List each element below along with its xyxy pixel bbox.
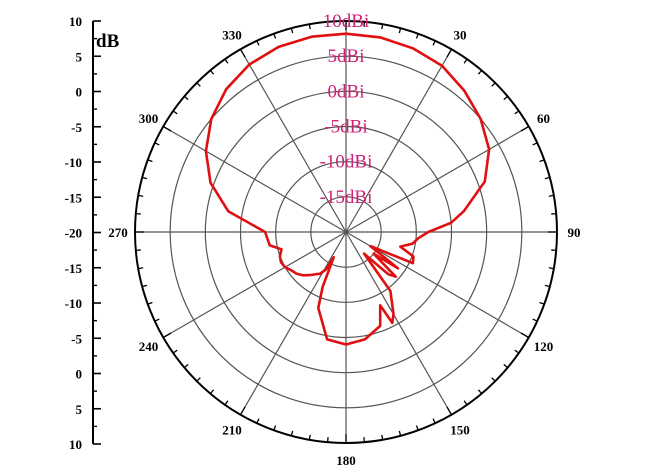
ring-label: -5dBi bbox=[324, 117, 367, 138]
left-tick-label: 0 bbox=[76, 367, 83, 382]
grid-spoke bbox=[162, 231, 347, 339]
ring-label: -10dBi bbox=[320, 152, 373, 173]
left-tick-label: -15 bbox=[65, 190, 83, 205]
left-tick-label: -10 bbox=[65, 155, 82, 170]
ring-label: 5dBi bbox=[328, 46, 365, 67]
grid-spoke bbox=[162, 125, 347, 233]
left-tick-label: -20 bbox=[65, 226, 82, 241]
unit-label: dB bbox=[96, 31, 120, 52]
grid-spoke bbox=[239, 48, 347, 233]
polar-grid bbox=[134, 20, 558, 444]
angle-label: 300 bbox=[139, 111, 159, 126]
angle-label: 90 bbox=[568, 225, 581, 240]
ring-label: -15dBi bbox=[320, 187, 373, 208]
outer-tick bbox=[446, 406, 453, 416]
outer-tick bbox=[446, 48, 453, 58]
grid-spoke bbox=[345, 125, 530, 233]
left-tick-label: -5 bbox=[71, 331, 82, 346]
left-tick-label: 0 bbox=[76, 85, 83, 100]
angle-label: 210 bbox=[222, 422, 242, 437]
grid-spoke bbox=[345, 231, 453, 416]
ring-labels: 10dBi 5dBi 0dBi -5dBi -10dBi -15dBi bbox=[320, 11, 373, 208]
angle-label: 240 bbox=[139, 339, 159, 354]
pattern-trace-group bbox=[204, 32, 491, 346]
outer-tick bbox=[239, 406, 246, 416]
outer-tick bbox=[162, 125, 172, 132]
outer-tick bbox=[520, 125, 530, 132]
angle-label: 150 bbox=[450, 422, 470, 437]
angle-label: 180 bbox=[336, 453, 356, 468]
pattern-trace bbox=[204, 32, 491, 346]
left-tick-labels: 10 5 0 -5 -10 -15 -20 -15 -10 -5 0 5 10 bbox=[65, 14, 101, 452]
left-tick-label: 5 bbox=[76, 402, 83, 417]
ring-label: 0dBi bbox=[328, 81, 365, 102]
grid-spoke bbox=[345, 48, 453, 233]
left-tick-label: -5 bbox=[71, 120, 82, 135]
angle-labels: 30 60 90 120 150 180 210 240 270 300 330 bbox=[108, 28, 580, 468]
left-tick-label: -10 bbox=[65, 296, 82, 311]
left-tick-label: 10 bbox=[69, 14, 82, 29]
angle-label: 120 bbox=[534, 339, 554, 354]
left-tick-label: 5 bbox=[76, 49, 83, 64]
left-tick-label: -15 bbox=[65, 261, 83, 276]
outer-tick bbox=[520, 332, 530, 339]
outer-tick bbox=[162, 332, 172, 339]
outer-tick bbox=[239, 48, 246, 58]
left-tick-label: 10 bbox=[69, 437, 82, 452]
outer-ring bbox=[134, 20, 558, 444]
angle-label: 60 bbox=[537, 111, 550, 126]
grid-spoke bbox=[239, 231, 347, 416]
angle-label: 270 bbox=[108, 225, 128, 240]
angle-label: 30 bbox=[454, 28, 467, 43]
ring-label: 10dBi bbox=[323, 11, 369, 32]
angle-label: 330 bbox=[222, 28, 242, 43]
